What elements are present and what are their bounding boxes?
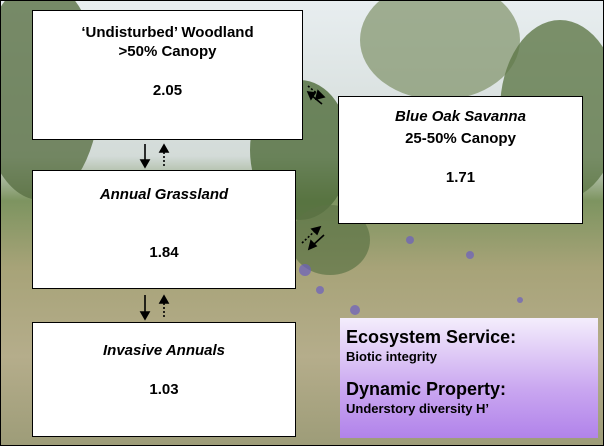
legend-heading: Ecosystem Service: (346, 326, 592, 348)
state-box: Annual Grassland 1.84 (32, 170, 296, 289)
state-value: 1.71 (339, 168, 582, 187)
state-title: ‘Undisturbed’ Woodland (33, 23, 302, 42)
diagram: ‘Undisturbed’ Woodland >50% Canopy 2.05 … (0, 0, 604, 446)
state-title: Annual Grassland (33, 185, 295, 204)
state-box: Blue Oak Savanna 25-50% Canopy 1.71 (338, 96, 583, 224)
state-box: ‘Undisturbed’ Woodland >50% Canopy 2.05 (32, 10, 303, 140)
state-value: 1.84 (33, 243, 295, 262)
state-value: 2.05 (33, 81, 302, 100)
legend-text: Understory diversity H’ (346, 400, 592, 418)
legend-box: Ecosystem Service: Biotic integrity Dyna… (340, 318, 598, 438)
state-value: 1.03 (33, 380, 295, 399)
state-subtitle: >50% Canopy (33, 42, 302, 61)
legend-text: Biotic integrity (346, 348, 592, 366)
state-title: Invasive Annuals (33, 341, 295, 360)
state-subtitle: 25-50% Canopy (339, 129, 582, 148)
state-box: Invasive Annuals 1.03 (32, 322, 296, 437)
state-title: Blue Oak Savanna (339, 107, 582, 126)
legend-heading: Dynamic Property: (346, 378, 592, 400)
